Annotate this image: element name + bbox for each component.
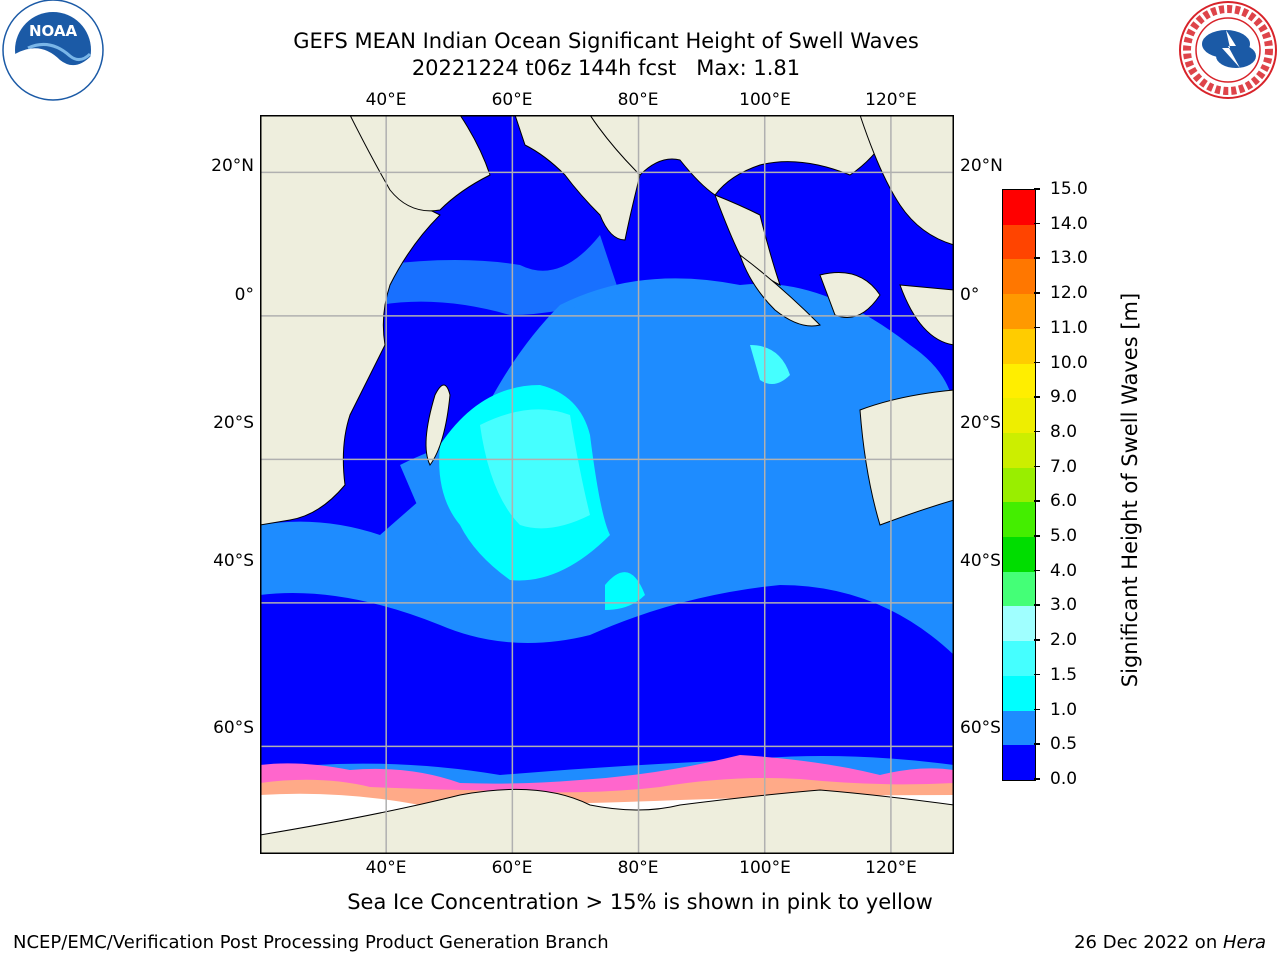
colorbar-tick-mark — [1034, 778, 1040, 780]
colorbar-tick-mark — [1034, 604, 1040, 606]
lat-tick-left: 60°S — [213, 718, 254, 738]
colorbar — [1002, 189, 1036, 781]
colorbar-tick-label: 13.0 — [1050, 248, 1088, 269]
colorbar-tick-label: 8.0 — [1050, 421, 1078, 442]
colorbar-segment — [1003, 571, 1035, 607]
colorbar-tick-mark — [1034, 430, 1040, 433]
colorbar-tick-mark — [1034, 326, 1040, 329]
colorbar-segment — [1003, 710, 1035, 746]
noaa-logo: NOAA — [0, 0, 106, 106]
lat-tick-left: 0° — [234, 285, 254, 305]
colorbar-tick-mark — [1034, 396, 1040, 398]
colorbar-tick-label: 0.0 — [1050, 769, 1078, 789]
colorbar-segment — [1003, 363, 1035, 399]
lat-tick-right: 20°N — [960, 156, 1003, 176]
colorbar-tick-label: 7.0 — [1050, 456, 1078, 477]
footer-branch: NCEP/EMC/Verification Post Processing Pr… — [13, 932, 609, 953]
colorbar-segment — [1003, 502, 1035, 538]
footer-date: 26 Dec 2022 on Hera — [1074, 932, 1266, 953]
colorbar-segment — [1003, 606, 1035, 642]
colorbar-tick-label: 4.0 — [1050, 560, 1078, 581]
lon-tick-top: 80°E — [617, 90, 659, 110]
nws-logo — [1176, 0, 1280, 104]
colorbar-tick-mark — [1034, 257, 1040, 259]
colorbar-ticks: 0.0 0.5 1.0 1.5 2.0 3.0 4.0 5.0 6.0 7.0 8.0 9.0 10.0… — [1034, 0, 1096, 960]
map-title: GEFS MEAN Indian Ocean Significant Heigh… — [293, 29, 919, 53]
colorbar-tick-label: 5.0 — [1050, 526, 1078, 547]
colorbar-segment — [1003, 190, 1035, 225]
colorbar-tick-label: 1.5 — [1050, 664, 1078, 685]
lon-tick-bottom: 80°E — [617, 858, 659, 878]
colorbar-tick-mark — [1034, 673, 1040, 676]
colorbar-tick-mark — [1034, 639, 1040, 641]
colorbar-tick-label: 14.0 — [1050, 213, 1088, 234]
colorbar-tick-label: 9.0 — [1050, 387, 1078, 408]
colorbar-tick-mark — [1034, 465, 1040, 468]
colorbar-segment — [1003, 294, 1035, 329]
colorbar-segment — [1003, 745, 1035, 780]
colorbar-tick-label: 10.0 — [1050, 352, 1088, 373]
colorbar-segment — [1003, 224, 1035, 260]
lat-tick-right: 60°S — [960, 718, 1001, 738]
colorbar-tick-mark — [1034, 361, 1040, 364]
map-subtitle: 20221224 t06z 144h fcst Max: 1.81 — [411, 56, 801, 80]
colorbar-tick-mark — [1034, 500, 1040, 502]
map-gridlines — [260, 115, 954, 854]
noaa-logo-text: NOAA — [29, 22, 78, 40]
lon-tick-bottom: 100°E — [739, 858, 791, 878]
colorbar-segment — [1003, 641, 1035, 676]
colorbar-tick-label: 6.0 — [1050, 491, 1078, 512]
lat-tick-right: 40°S — [960, 551, 1001, 571]
colorbar-tick-label: 11.0 — [1050, 317, 1088, 338]
colorbar-tick-mark — [1034, 535, 1040, 537]
colorbar-segment — [1003, 432, 1035, 468]
colorbar-segment — [1003, 467, 1035, 503]
colorbar-tick-label: 3.0 — [1050, 595, 1078, 616]
lon-tick-top: 120°E — [865, 90, 917, 110]
colorbar-label: Significant Height of Swell Waves [m] — [1118, 292, 1142, 688]
footer-machine: Hera — [1222, 932, 1266, 953]
lat-tick-left: 20°N — [211, 156, 254, 176]
colorbar-tick-label: 12.0 — [1050, 283, 1088, 304]
colorbar-tick-label: 2.0 — [1050, 630, 1078, 651]
colorbar-segment — [1003, 675, 1035, 711]
lat-tick-right: 0° — [960, 285, 980, 305]
colorbar-tick-mark — [1034, 292, 1040, 294]
lon-tick-top: 100°E — [739, 90, 791, 110]
sea-ice-note: Sea Ice Concentration > 15% is shown in … — [347, 890, 933, 914]
colorbar-tick-mark — [1034, 222, 1040, 225]
colorbar-tick-mark — [1034, 569, 1040, 572]
colorbar-tick-mark — [1034, 743, 1040, 745]
lon-tick-bottom: 120°E — [865, 858, 917, 878]
colorbar-tick-label: 1.0 — [1050, 699, 1078, 720]
lon-tick-bottom: 60°E — [491, 858, 533, 878]
colorbar-segment — [1003, 537, 1035, 572]
lat-tick-left: 40°S — [213, 551, 254, 571]
colorbar-tick-label: 0.5 — [1050, 734, 1078, 755]
colorbar-tick-label: 15.0 — [1050, 179, 1088, 199]
colorbar-segment — [1003, 259, 1035, 295]
lon-tick-top: 60°E — [491, 90, 533, 110]
colorbar-segment — [1003, 398, 1035, 433]
lon-tick-bottom: 40°E — [365, 858, 407, 878]
colorbar-tick-mark — [1034, 708, 1040, 711]
lon-tick-top: 40°E — [365, 90, 407, 110]
lat-tick-left: 20°S — [213, 413, 254, 433]
lat-tick-right: 20°S — [960, 413, 1001, 433]
colorbar-segment — [1003, 328, 1035, 364]
colorbar-tick-mark — [1034, 188, 1040, 190]
map-panel — [260, 115, 954, 854]
